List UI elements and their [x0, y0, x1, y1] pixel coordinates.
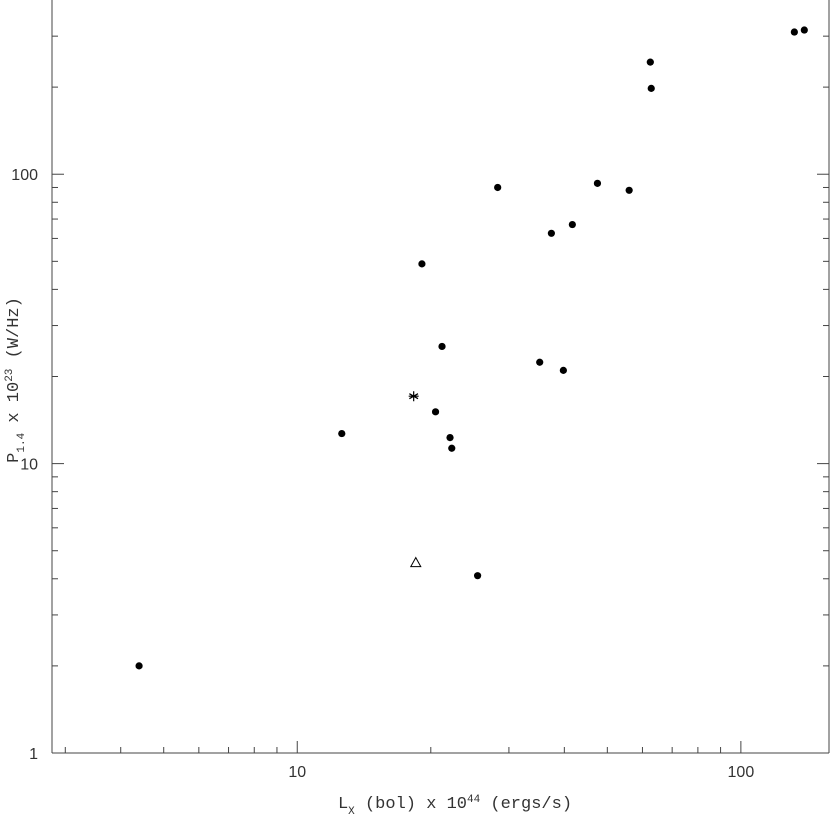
point	[494, 183, 502, 192]
point	[536, 358, 544, 366]
point	[547, 229, 555, 237]
point	[409, 556, 422, 568]
label-part: P	[5, 453, 24, 463]
y-tick-label: 10	[20, 457, 38, 474]
point	[448, 444, 456, 452]
label-part: (bol) x 10	[355, 795, 467, 814]
point	[338, 429, 346, 438]
point	[800, 26, 808, 34]
x-tick-label: 10	[288, 764, 306, 781]
label-part: 23	[4, 369, 16, 382]
point	[408, 391, 419, 402]
point	[135, 662, 143, 670]
point	[438, 342, 446, 351]
x-tick-label: 100	[728, 764, 755, 781]
point	[646, 58, 654, 66]
point	[625, 186, 633, 194]
label-part: 44	[467, 794, 481, 806]
point	[559, 366, 567, 374]
point	[568, 220, 576, 229]
label-part: 1.4	[16, 432, 28, 452]
y-tick-label: 1	[29, 746, 38, 763]
point	[431, 408, 440, 416]
point	[474, 572, 482, 580]
point	[790, 28, 798, 36]
label-part: (W/Hz)	[5, 297, 24, 368]
y-tick-label: 100	[11, 167, 38, 184]
label-part: (ergs/s)	[480, 795, 572, 814]
point	[418, 260, 426, 268]
label-part: X	[348, 806, 355, 817]
point	[593, 179, 602, 187]
x-axis-label: LX (bol) x 1044 (ergs/s)	[338, 794, 572, 817]
point	[446, 433, 454, 442]
point	[647, 84, 655, 92]
label-part: L	[338, 795, 348, 814]
y-axis-label: P1.4 x 1023 (W/Hz)	[4, 297, 28, 463]
label-part: x 10	[5, 382, 24, 433]
